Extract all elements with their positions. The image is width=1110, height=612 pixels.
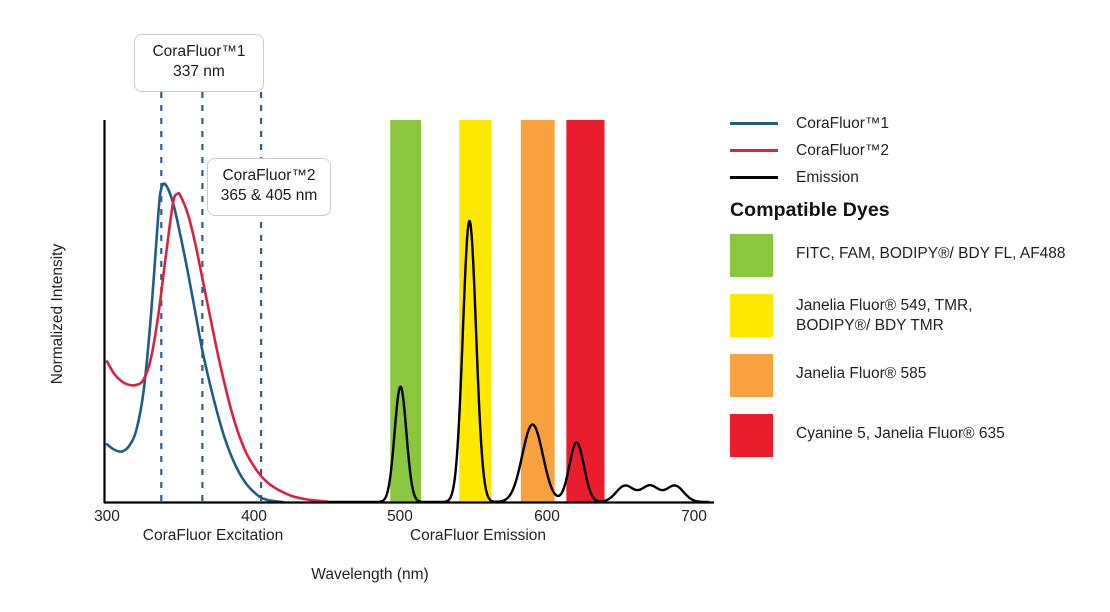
x-tick-300: 300: [94, 508, 120, 525]
emission-bands-group: [390, 120, 605, 502]
callout-corafluor1-value: 337 nm: [173, 62, 225, 80]
orange-band: [520, 120, 555, 502]
spectra-curves-group: [105, 182, 710, 504]
dye-label: FITC, FAM, BODIPY®/ BDY FL, AF488: [796, 245, 1066, 262]
region-label-excitation: CoraFluor Excitation: [142, 527, 284, 544]
x-tick-400: 400: [241, 508, 267, 525]
legend-item-label: CoraFluor™2: [796, 141, 890, 159]
region-label-emission: CoraFluor Emission: [409, 527, 547, 544]
legend-line-swatch: [730, 122, 778, 125]
callout-corafluor2-value: 365 & 405 nm: [220, 186, 318, 204]
dye-color-swatch: [730, 414, 773, 457]
red-band: [566, 120, 605, 502]
x-axis-title: Wavelength (nm): [311, 566, 429, 583]
y-axis-title: Normalized Intensity: [49, 243, 66, 385]
callout-corafluor2: CoraFluor™2 365 & 405 nm: [207, 158, 331, 216]
dye-row: Janelia Fluor® 549, TMR, BODIPY®/ BDY TM…: [730, 294, 1110, 337]
x-tick-500: 500: [387, 508, 413, 525]
dye-color-swatch: [730, 234, 773, 277]
x-tick-600: 600: [534, 508, 560, 525]
dye-row: Janelia Fluor® 585: [730, 354, 1110, 397]
legend-line-swatch: [730, 176, 778, 179]
series-legend: CoraFluor™1 CoraFluor™2 Emission: [730, 110, 1102, 191]
dye-label: Janelia Fluor® 585: [796, 365, 927, 382]
compatible-dyes-list: FITC, FAM, BODIPY®/ BDY FL, AF488 Janelia…: [730, 234, 1110, 474]
axis-lines-group: [103, 120, 714, 504]
curve-emission: [325, 219, 710, 504]
curve-corafluor2: [105, 191, 329, 503]
compatible-dyes-heading: Compatible Dyes: [730, 199, 890, 221]
dye-row: Cyanine 5, Janelia Fluor® 635: [730, 414, 1110, 457]
x-tick-700: 700: [681, 508, 707, 525]
green-band: [390, 120, 422, 502]
callout-corafluor2-title: CoraFluor™2: [222, 167, 316, 184]
dye-label: Janelia Fluor® 549, TMR, BODIPY®/ BDY TM…: [796, 297, 973, 335]
legend-item-1: CoraFluor™1: [730, 110, 1102, 137]
legend-item-label: CoraFluor™1: [796, 114, 890, 132]
excitation-marker-lines-group: [160, 92, 263, 502]
legend-item-2: CoraFluor™2: [730, 137, 1102, 164]
legend-item-3: Emission: [730, 164, 1102, 191]
dye-color-swatch: [730, 354, 773, 397]
legend-line-swatch: [730, 149, 778, 152]
legend-item-label: Emission: [796, 168, 859, 186]
callout-corafluor1: CoraFluor™1 337 nm: [134, 34, 264, 92]
dye-label: Cyanine 5, Janelia Fluor® 635: [796, 425, 1005, 442]
dye-row: FITC, FAM, BODIPY®/ BDY FL, AF488: [730, 234, 1110, 277]
dye-color-swatch: [730, 294, 773, 337]
curve-corafluor1: [105, 182, 285, 504]
callout-corafluor1-title: CoraFluor™1: [152, 43, 246, 60]
